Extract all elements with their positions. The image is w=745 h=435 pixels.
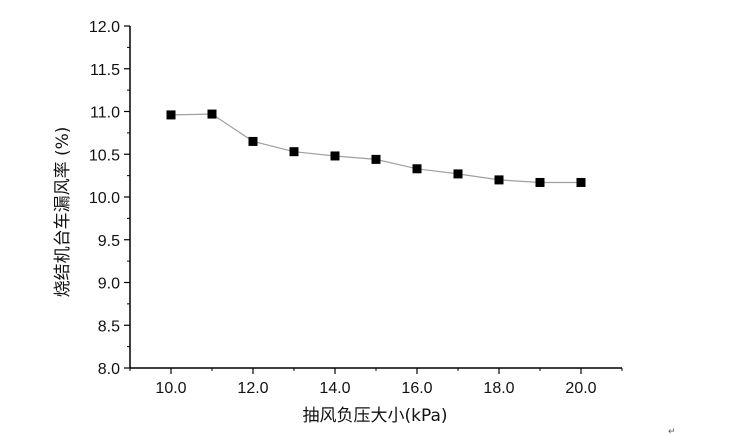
y-tick-label: 11.0 — [90, 105, 120, 122]
y-tick-label: 8.5 — [98, 318, 120, 335]
x-tick-label: 20.0 — [565, 380, 596, 397]
stray-return-mark: ↵ — [668, 427, 676, 435]
x-tick-label: 12.0 — [237, 380, 268, 397]
x-tick-label: 14.0 — [319, 380, 350, 397]
x-tick-label: 10.0 — [155, 380, 186, 397]
data-point-marker — [535, 177, 545, 187]
data-point-marker — [166, 110, 176, 120]
y-axis-title: 烧结机台车漏风率 (%) — [53, 127, 73, 298]
data-point-marker — [412, 164, 422, 174]
x-tick-label: 16.0 — [401, 380, 432, 397]
x-axis-title: 抽风负压大小(kPa) — [302, 406, 447, 426]
y-tick-label: 9.5 — [98, 233, 120, 250]
data-point-marker — [453, 169, 463, 179]
data-point-marker — [494, 175, 504, 185]
y-tick-label: 10.5 — [89, 147, 120, 164]
axes — [129, 26, 622, 369]
series-line — [170, 113, 581, 184]
ticks: 8.0 8.5 9.0 9.5 10.0 10.5 11.0 11.5 12.0 10.0 12.0… — [89, 19, 623, 397]
y-tick-label: 10.0 — [89, 190, 120, 207]
data-point-marker — [289, 147, 299, 157]
x-tick-label: 18.0 — [483, 380, 514, 397]
y-tick-label: 9.0 — [98, 276, 120, 293]
y-tick-label: 12.0 — [89, 19, 120, 36]
y-tick-label: 11.5 — [90, 62, 120, 79]
data-point-marker — [371, 154, 381, 164]
data-point-marker — [207, 109, 217, 119]
series — [166, 109, 586, 187]
data-point-marker — [330, 151, 340, 161]
data-point-marker — [576, 177, 586, 187]
y-tick-label: 8.0 — [98, 361, 120, 378]
data-point-marker — [248, 136, 258, 146]
